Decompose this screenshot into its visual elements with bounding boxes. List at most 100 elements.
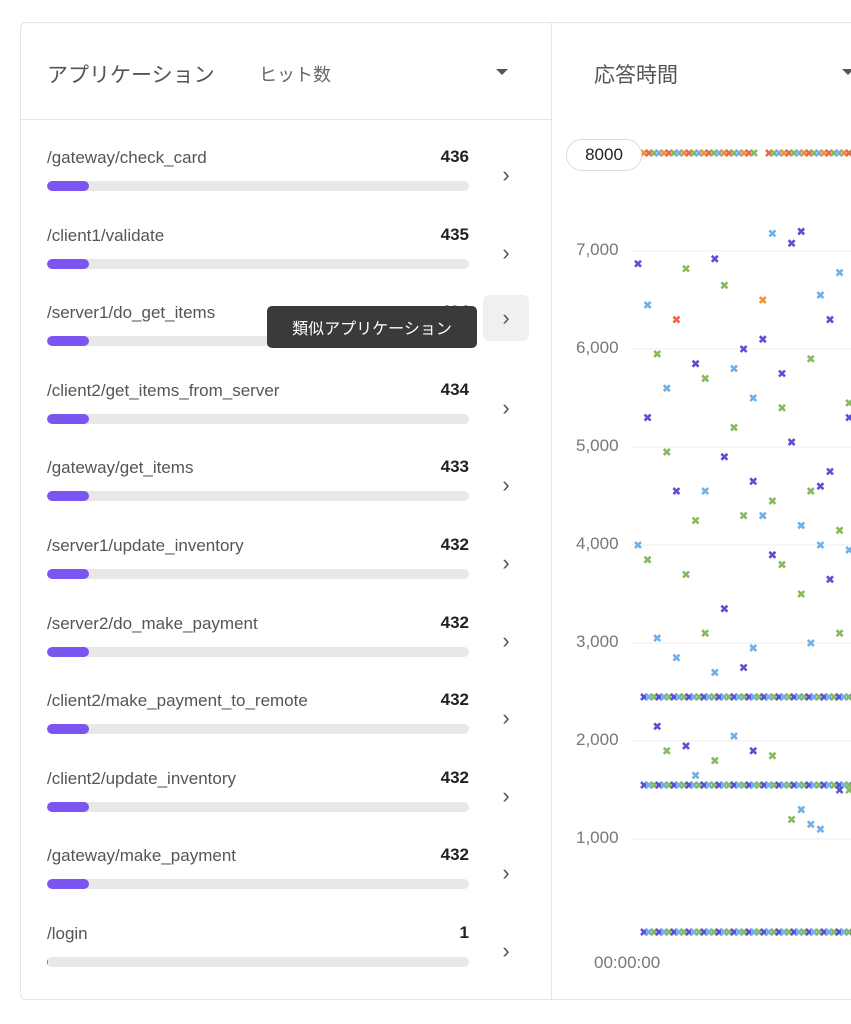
hit-bar-fill xyxy=(47,569,90,579)
data-point xyxy=(845,413,851,422)
data-point xyxy=(845,398,851,407)
data-point xyxy=(672,653,681,662)
app-name: /client2/make_payment_to_remote xyxy=(47,691,308,711)
data-point xyxy=(768,496,777,505)
scatter-plot[interactable] xyxy=(552,23,851,1000)
caret-down-icon[interactable] xyxy=(496,69,508,75)
app-list-item[interactable]: /client2/make_payment_to_remote 432 › xyxy=(21,663,551,740)
chevron-right-icon[interactable]: › xyxy=(502,394,510,420)
app-list-item[interactable]: /server1/update_inventory 432 › xyxy=(21,508,551,585)
data-point xyxy=(787,815,796,824)
chevron-right-icon[interactable]: › xyxy=(502,239,510,265)
chevron-right-icon[interactable]: › xyxy=(502,162,510,187)
app-name: /gateway/make_payment xyxy=(47,846,236,866)
data-point xyxy=(701,374,710,383)
data-point xyxy=(768,751,777,760)
data-point xyxy=(739,345,748,353)
data-point xyxy=(797,521,806,530)
data-point xyxy=(682,741,690,750)
hit-count: 434 xyxy=(440,379,469,399)
hit-bar-fill xyxy=(47,957,49,967)
data-point xyxy=(730,732,738,741)
chevron-right-icon[interactable]: › xyxy=(502,627,510,653)
hit-bar xyxy=(47,569,469,579)
caret-down-icon[interactable] xyxy=(842,69,851,75)
data-point xyxy=(653,349,662,358)
y-cap-label[interactable]: 8000 xyxy=(566,139,642,171)
app-name: /server1/update_inventory xyxy=(47,536,244,555)
response-time-panel: 応答時間 8000 1,000 2,000 3,000 4,000 5,000 6,000… xyxy=(552,23,851,999)
app-list-item[interactable]: /client2/update_inventory 432 › xyxy=(21,741,551,818)
data-point xyxy=(835,526,844,535)
y-tick-label: 2,000 xyxy=(576,730,619,749)
data-point xyxy=(758,296,767,304)
hit-bar xyxy=(47,724,469,735)
data-point xyxy=(797,590,806,598)
app-name: /gateway/get_items xyxy=(47,458,194,478)
data-point xyxy=(778,369,786,378)
chevron-right-icon[interactable]: › xyxy=(502,860,510,886)
hit-count: 433 xyxy=(440,457,469,477)
data-point xyxy=(653,722,662,731)
hit-bar-fill xyxy=(47,336,90,347)
metric-select[interactable]: ヒット数 xyxy=(259,65,331,85)
chevron-right-icon[interactable]: › xyxy=(502,550,510,575)
hit-bar xyxy=(47,491,469,502)
hit-count: 1 xyxy=(459,923,469,942)
hit-bar-fill xyxy=(47,724,90,735)
data-point xyxy=(730,364,738,373)
app-list-item[interactable]: /server2/do_make_payment 432 › xyxy=(21,586,551,663)
hit-bar-fill xyxy=(47,413,90,424)
data-point xyxy=(835,629,844,638)
app-name: /client1/validate xyxy=(47,225,165,245)
hit-bar xyxy=(47,336,469,347)
app-list-item[interactable]: /client1/validate 435 › xyxy=(21,198,551,275)
hit-bar xyxy=(47,258,469,269)
data-point xyxy=(806,639,815,647)
data-point xyxy=(806,487,815,496)
dashboard-panel: アプリケーション ヒット数 /gateway/check_card 436 › /… xyxy=(20,22,851,1000)
data-point xyxy=(720,281,729,290)
data-point xyxy=(682,264,690,273)
chevron-right-icon[interactable]: › xyxy=(483,295,529,342)
data-point xyxy=(653,634,662,643)
chevron-right-icon[interactable]: › xyxy=(502,472,510,498)
data-point xyxy=(826,467,834,476)
data-point xyxy=(662,384,671,393)
applications-title: アプリケーション xyxy=(47,64,215,87)
app-list-item[interactable]: /client2/get_items_from_server 434 › xyxy=(21,353,551,430)
app-list-item[interactable]: /server1/do_get_items 434 › xyxy=(21,275,551,352)
data-point xyxy=(662,447,671,456)
chevron-right-icon[interactable]: › xyxy=(502,705,510,731)
hit-count: 435 xyxy=(440,224,469,244)
data-point xyxy=(701,629,710,638)
data-point xyxy=(749,477,758,486)
chart-metric-select[interactable]: 応答時間 xyxy=(594,64,678,87)
app-list-item[interactable]: /gateway/check_card 436 › xyxy=(21,120,551,197)
data-point xyxy=(835,786,844,794)
chevron-right-icon[interactable]: › xyxy=(502,782,510,808)
y-tick-label: 6,000 xyxy=(576,338,619,357)
app-list-item[interactable]: /gateway/make_payment 432 › xyxy=(21,818,551,895)
hit-bar xyxy=(47,879,469,890)
hit-bar xyxy=(47,413,469,424)
app-name: /gateway/check_card xyxy=(47,148,207,167)
data-point xyxy=(749,746,758,755)
y-tick-label: 7,000 xyxy=(576,240,619,259)
data-point xyxy=(720,452,729,461)
chevron-right-icon[interactable]: › xyxy=(502,938,510,963)
hit-bar-fill xyxy=(47,879,90,890)
data-point xyxy=(778,403,786,412)
hit-count: 432 xyxy=(440,535,469,554)
data-point xyxy=(739,663,748,672)
data-point xyxy=(720,604,729,613)
data-point xyxy=(797,227,806,236)
hit-bar-fill xyxy=(47,181,90,191)
hit-count: 432 xyxy=(440,767,469,787)
app-list-item[interactable]: /gateway/get_items 433 › xyxy=(21,430,551,507)
tooltip: 類似アプリケーション xyxy=(267,306,477,348)
app-name: /server2/do_make_payment xyxy=(47,613,258,633)
app-list-item[interactable]: /login 1 › xyxy=(21,896,551,973)
data-point xyxy=(710,254,719,263)
hit-bar-fill xyxy=(47,491,90,502)
